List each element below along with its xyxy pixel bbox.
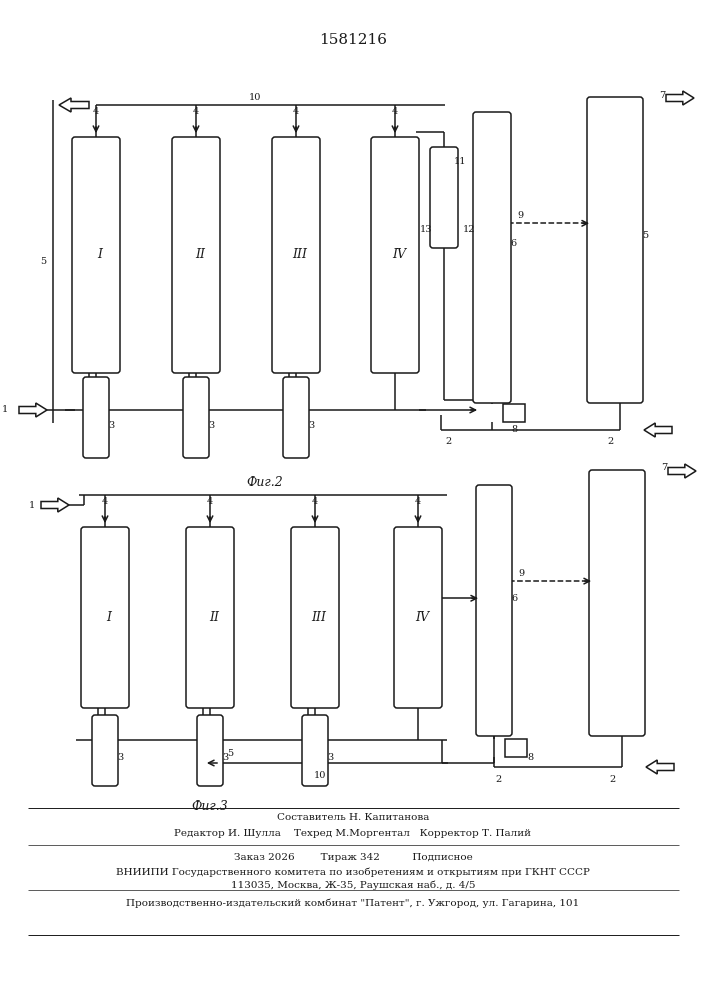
Text: 1: 1 xyxy=(2,406,8,414)
Text: III: III xyxy=(312,611,327,624)
Text: 1581216: 1581216 xyxy=(319,33,387,47)
Text: 4: 4 xyxy=(193,107,199,116)
Text: IV: IV xyxy=(392,248,406,261)
Text: 4: 4 xyxy=(207,497,213,506)
Text: 10: 10 xyxy=(314,770,326,780)
Text: 9: 9 xyxy=(517,211,523,220)
FancyBboxPatch shape xyxy=(430,147,458,248)
Polygon shape xyxy=(668,464,696,478)
Text: 4: 4 xyxy=(312,497,318,506)
Polygon shape xyxy=(644,423,672,437)
Text: 4: 4 xyxy=(93,107,99,116)
Text: Редактор И. Шулла    Техред М.Моргентал   Корректор Т. Палий: Редактор И. Шулла Техред М.Моргентал Кор… xyxy=(175,828,532,838)
Polygon shape xyxy=(41,498,69,512)
FancyBboxPatch shape xyxy=(183,377,209,458)
Text: 2: 2 xyxy=(607,438,613,446)
Text: II: II xyxy=(209,611,219,624)
Text: 9: 9 xyxy=(518,569,524,578)
Text: 6: 6 xyxy=(510,239,516,248)
Text: 3: 3 xyxy=(222,752,228,762)
FancyBboxPatch shape xyxy=(302,715,328,786)
FancyBboxPatch shape xyxy=(92,715,118,786)
Text: ВНИИПИ Государственного комитета по изобретениям и открытиям при ГКНТ СССР: ВНИИПИ Государственного комитета по изоб… xyxy=(116,867,590,877)
Bar xyxy=(503,404,525,422)
FancyBboxPatch shape xyxy=(272,137,320,373)
Text: 7: 7 xyxy=(661,464,667,473)
FancyBboxPatch shape xyxy=(589,470,645,736)
FancyBboxPatch shape xyxy=(473,112,511,403)
Text: 3: 3 xyxy=(327,752,333,762)
FancyBboxPatch shape xyxy=(371,137,419,373)
FancyBboxPatch shape xyxy=(476,485,512,736)
Text: 5: 5 xyxy=(642,231,648,239)
Text: 5: 5 xyxy=(227,750,233,758)
Polygon shape xyxy=(646,760,674,774)
Text: Производственно-издательский комбинат "Патент", г. Ужгород, ул. Гагарина, 101: Производственно-издательский комбинат "П… xyxy=(127,898,580,908)
FancyBboxPatch shape xyxy=(283,377,309,458)
Text: Фиг.2: Фиг.2 xyxy=(247,477,284,489)
Polygon shape xyxy=(666,91,694,105)
Text: Составитель Н. Капитанова: Составитель Н. Капитанова xyxy=(277,812,429,822)
Text: 7: 7 xyxy=(659,91,665,100)
Text: 2: 2 xyxy=(496,774,502,784)
Text: 8: 8 xyxy=(527,752,533,762)
Bar xyxy=(505,739,527,757)
Text: 6: 6 xyxy=(511,594,517,603)
FancyBboxPatch shape xyxy=(83,377,109,458)
Text: 11: 11 xyxy=(454,157,466,166)
Text: Фиг.3: Фиг.3 xyxy=(192,800,228,814)
Text: III: III xyxy=(293,248,308,261)
Text: 2: 2 xyxy=(609,774,615,784)
Polygon shape xyxy=(19,403,47,417)
Text: 3: 3 xyxy=(117,752,123,762)
Text: 3: 3 xyxy=(308,420,314,430)
Text: 4: 4 xyxy=(392,107,398,116)
Text: 4: 4 xyxy=(415,497,421,506)
FancyBboxPatch shape xyxy=(172,137,220,373)
Text: 3: 3 xyxy=(208,420,214,430)
FancyBboxPatch shape xyxy=(197,715,223,786)
Text: 113035, Москва, Ж-35, Раушская наб., д. 4/5: 113035, Москва, Ж-35, Раушская наб., д. … xyxy=(230,880,475,890)
Text: 3: 3 xyxy=(108,420,114,430)
Text: 5: 5 xyxy=(40,257,46,266)
Text: I: I xyxy=(98,248,103,261)
Text: 4: 4 xyxy=(102,497,108,506)
Text: 4: 4 xyxy=(293,107,299,116)
Text: 2: 2 xyxy=(446,438,452,446)
Text: 1: 1 xyxy=(29,500,35,510)
Text: 10: 10 xyxy=(250,93,262,102)
Text: II: II xyxy=(195,248,205,261)
Text: I: I xyxy=(107,611,112,624)
FancyBboxPatch shape xyxy=(394,527,442,708)
FancyBboxPatch shape xyxy=(587,97,643,403)
Text: Заказ 2026        Тираж 342          Подписное: Заказ 2026 Тираж 342 Подписное xyxy=(233,852,472,861)
FancyBboxPatch shape xyxy=(186,527,234,708)
Text: 12: 12 xyxy=(463,225,475,233)
Text: 13: 13 xyxy=(420,226,432,234)
FancyBboxPatch shape xyxy=(72,137,120,373)
Text: IV: IV xyxy=(415,611,429,624)
FancyBboxPatch shape xyxy=(81,527,129,708)
FancyBboxPatch shape xyxy=(291,527,339,708)
Polygon shape xyxy=(59,98,89,112)
Text: 8: 8 xyxy=(511,424,517,434)
